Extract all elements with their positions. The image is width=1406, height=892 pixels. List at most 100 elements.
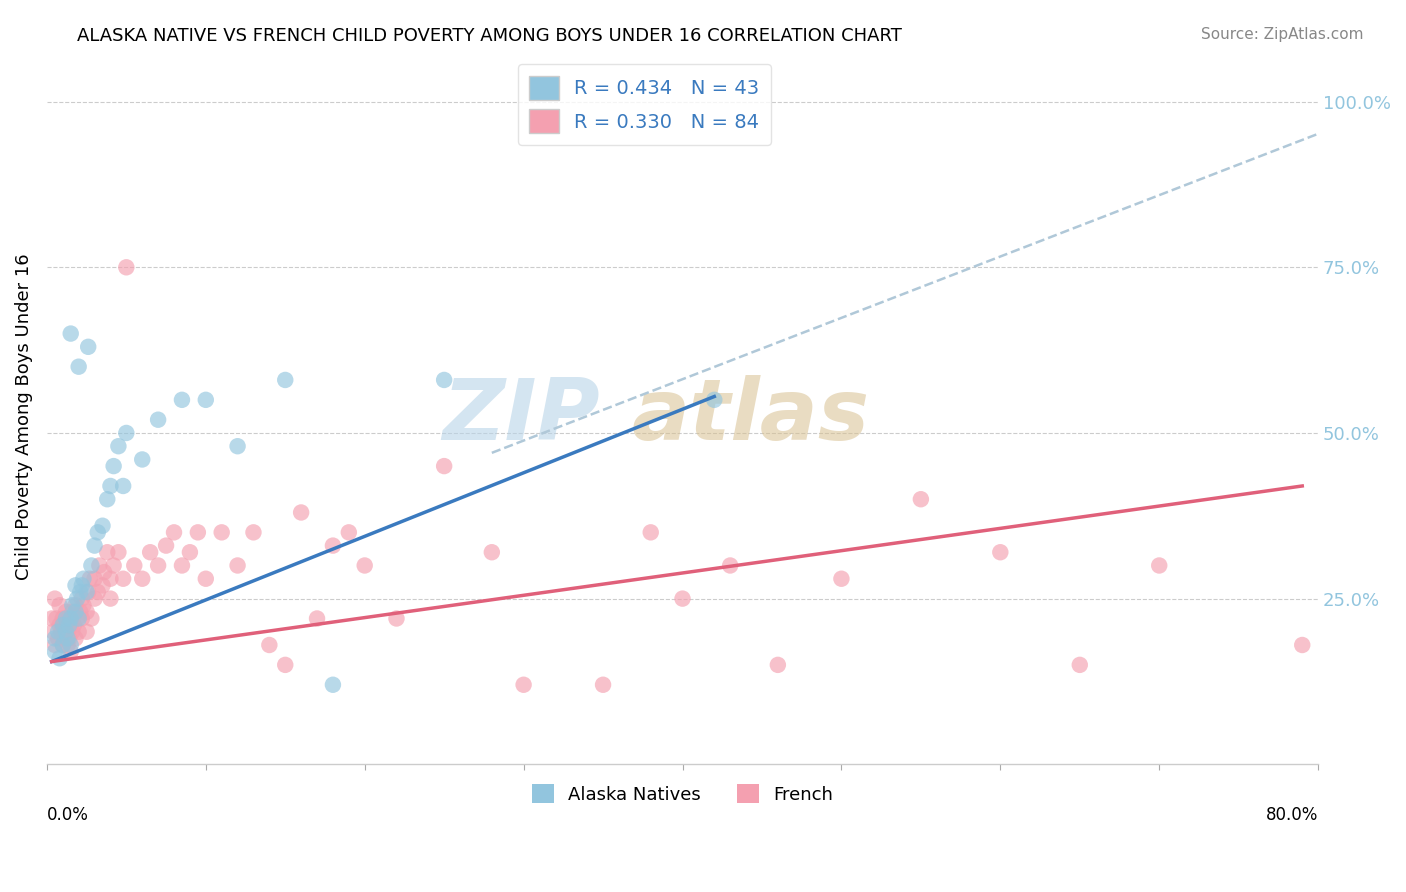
- Point: [385, 611, 408, 625]
- Point: [512, 678, 534, 692]
- Point: [87, 585, 110, 599]
- Point: [55, 624, 77, 639]
- Point: [353, 558, 375, 573]
- Point: [124, 558, 146, 573]
- Point: [433, 459, 456, 474]
- Point: [63, 618, 86, 632]
- Point: [65, 605, 87, 619]
- Point: [100, 479, 122, 493]
- Point: [337, 525, 360, 540]
- Point: [48, 599, 70, 613]
- Point: [96, 545, 118, 559]
- Legend: Alaska Natives, French: Alaska Natives, French: [524, 777, 841, 811]
- Point: [56, 632, 79, 646]
- Point: [226, 439, 249, 453]
- Point: [70, 611, 93, 625]
- Point: [48, 651, 70, 665]
- Point: [83, 572, 105, 586]
- Point: [66, 611, 89, 625]
- Point: [988, 545, 1011, 559]
- Point: [58, 611, 80, 625]
- Point: [274, 373, 297, 387]
- Point: [766, 657, 789, 672]
- Point: [55, 605, 77, 619]
- Point: [51, 624, 73, 639]
- Point: [42, 624, 65, 639]
- Point: [59, 611, 82, 625]
- Point: [170, 558, 193, 573]
- Point: [290, 506, 312, 520]
- Point: [131, 572, 153, 586]
- Point: [718, 558, 741, 573]
- Point: [91, 518, 114, 533]
- Point: [56, 624, 79, 639]
- Point: [46, 632, 69, 646]
- Point: [59, 638, 82, 652]
- Point: [146, 413, 169, 427]
- Point: [115, 260, 138, 275]
- Point: [703, 392, 725, 407]
- Point: [170, 392, 193, 407]
- Point: [155, 539, 177, 553]
- Point: [139, 545, 162, 559]
- Point: [80, 558, 103, 573]
- Point: [44, 645, 66, 659]
- Text: 80.0%: 80.0%: [1265, 806, 1319, 824]
- Point: [60, 599, 83, 613]
- Point: [910, 492, 932, 507]
- Point: [96, 492, 118, 507]
- Point: [1291, 638, 1313, 652]
- Point: [65, 632, 87, 646]
- Point: [103, 558, 125, 573]
- Point: [52, 638, 75, 652]
- Point: [70, 578, 93, 592]
- Point: [60, 605, 83, 619]
- Point: [80, 611, 103, 625]
- Point: [52, 611, 75, 625]
- Point: [131, 452, 153, 467]
- Point: [87, 525, 110, 540]
- Point: [70, 591, 93, 606]
- Point: [65, 578, 87, 592]
- Point: [112, 479, 135, 493]
- Point: [146, 558, 169, 573]
- Point: [67, 359, 90, 374]
- Point: [93, 565, 115, 579]
- Point: [52, 618, 75, 632]
- Point: [44, 632, 66, 646]
- Point: [91, 578, 114, 592]
- Point: [103, 459, 125, 474]
- Point: [115, 425, 138, 440]
- Point: [79, 572, 101, 586]
- Point: [83, 591, 105, 606]
- Point: [163, 525, 186, 540]
- Point: [76, 605, 98, 619]
- Point: [179, 545, 201, 559]
- Point: [322, 539, 344, 553]
- Text: Source: ZipAtlas.com: Source: ZipAtlas.com: [1201, 27, 1364, 42]
- Point: [1069, 657, 1091, 672]
- Point: [67, 611, 90, 625]
- Point: [305, 611, 328, 625]
- Point: [187, 525, 209, 540]
- Y-axis label: Child Poverty Among Boys Under 16: Child Poverty Among Boys Under 16: [15, 253, 32, 580]
- Point: [592, 678, 614, 692]
- Point: [65, 599, 87, 613]
- Point: [259, 638, 281, 652]
- Point: [67, 624, 90, 639]
- Point: [55, 632, 77, 646]
- Point: [77, 340, 100, 354]
- Point: [60, 624, 83, 639]
- Point: [77, 585, 100, 599]
- Point: [274, 657, 297, 672]
- Point: [69, 585, 91, 599]
- Point: [322, 678, 344, 692]
- Point: [58, 632, 80, 646]
- Point: [194, 572, 217, 586]
- Point: [72, 599, 94, 613]
- Point: [44, 638, 66, 652]
- Point: [433, 373, 456, 387]
- Point: [112, 572, 135, 586]
- Point: [69, 605, 91, 619]
- Point: [83, 539, 105, 553]
